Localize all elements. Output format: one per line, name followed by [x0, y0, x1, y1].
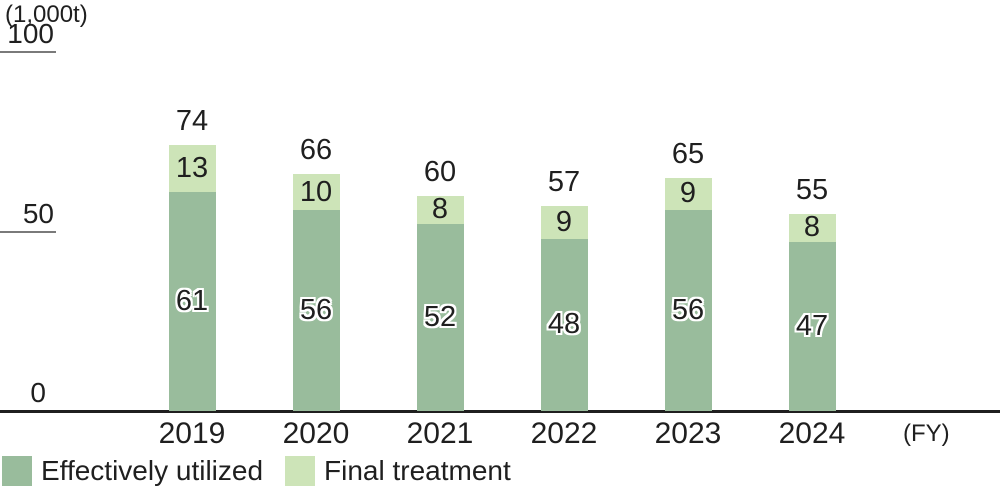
x-tick-label-2019: 2019	[158, 417, 226, 450]
chart-legend: Effectively utilized Final treatment	[2, 456, 511, 486]
x-tick-label-2020: 2020	[282, 417, 350, 450]
y-tick-line-100	[0, 51, 56, 53]
bar-2020-segment-0: 56	[292, 209, 340, 411]
bar-2019-segment-0: 61	[168, 192, 216, 411]
bar-2023-segment-0: 56	[664, 209, 712, 411]
y-tick-label-100: 100	[7, 18, 54, 49]
bar-2024-segment-1: 8	[788, 211, 836, 244]
x-tick-label-2024: 2024	[778, 417, 846, 450]
bar-2019-value-1: 13	[175, 152, 209, 185]
bar-2021-value-0: 52	[423, 301, 457, 334]
x-tick-label-2022: 2022	[530, 417, 598, 450]
x-axis-fy-label: (FY)	[903, 420, 950, 447]
bar-2021: 52 8 60	[416, 157, 464, 411]
bar-2023: 56 9 65	[664, 139, 712, 411]
x-tick-label-2023: 2023	[654, 417, 722, 450]
bar-2020-total: 66	[299, 134, 333, 167]
legend-swatch-final-treatment	[285, 456, 316, 486]
bar-2023-value-0: 56	[671, 293, 705, 326]
bar-2019-total: 74	[175, 105, 209, 138]
bar-2024: 47 8 55	[788, 175, 836, 411]
legend-swatch-effectively-utilized	[2, 456, 32, 486]
bar-2023-segment-1: 9	[664, 177, 712, 210]
bar-2024-value-1: 8	[803, 211, 821, 244]
x-tick-label-2021: 2021	[406, 417, 474, 450]
bar-2019-value-0: 61	[175, 285, 209, 317]
bar-2020: 56 10 66	[292, 136, 340, 411]
bar-2022-segment-1: 9	[540, 206, 588, 239]
legend-label-final-treatment: Final treatment	[324, 455, 511, 486]
bar-2023-value-1: 9	[679, 177, 697, 210]
bar-2024-segment-0: 47	[788, 242, 836, 411]
y-tick-line-50	[0, 230, 56, 233]
x-axis-baseline	[0, 410, 1000, 413]
bar-2022-value-0: 48	[547, 308, 581, 341]
bar-2024-total: 55	[795, 173, 829, 206]
bar-2021-segment-1: 8	[416, 193, 464, 226]
y-axis-unit-label: (1,000t)	[5, 1, 88, 28]
legend-label-effectively-utilized: Effectively utilized	[41, 455, 264, 486]
bar-2020-value-1: 10	[299, 175, 333, 208]
bar-2020-value-0: 56	[299, 293, 333, 326]
y-tick-label-0: 0	[30, 377, 46, 408]
bar-2021-segment-0: 52	[416, 224, 464, 411]
legend-item-effectively-utilized: Effectively utilized	[2, 456, 263, 486]
bar-2024-value-0: 47	[795, 310, 829, 343]
legend-item-final-treatment: Final treatment	[285, 456, 511, 486]
bar-2020-segment-1: 10	[292, 174, 340, 210]
bar-2022-total: 57	[547, 166, 581, 199]
bar-2023-total: 65	[671, 137, 705, 170]
bar-2021-value-1: 8	[431, 193, 449, 226]
bar-2021-total: 60	[423, 155, 457, 188]
y-tick-label-50: 50	[22, 197, 54, 229]
bar-2019: 61 13 74	[168, 107, 216, 411]
bar-2022: 48 9 57	[540, 168, 588, 411]
bar-2022-segment-0: 48	[540, 238, 588, 411]
bar-2019-segment-1: 13	[168, 145, 216, 193]
bar-2022-value-1: 9	[555, 206, 573, 239]
